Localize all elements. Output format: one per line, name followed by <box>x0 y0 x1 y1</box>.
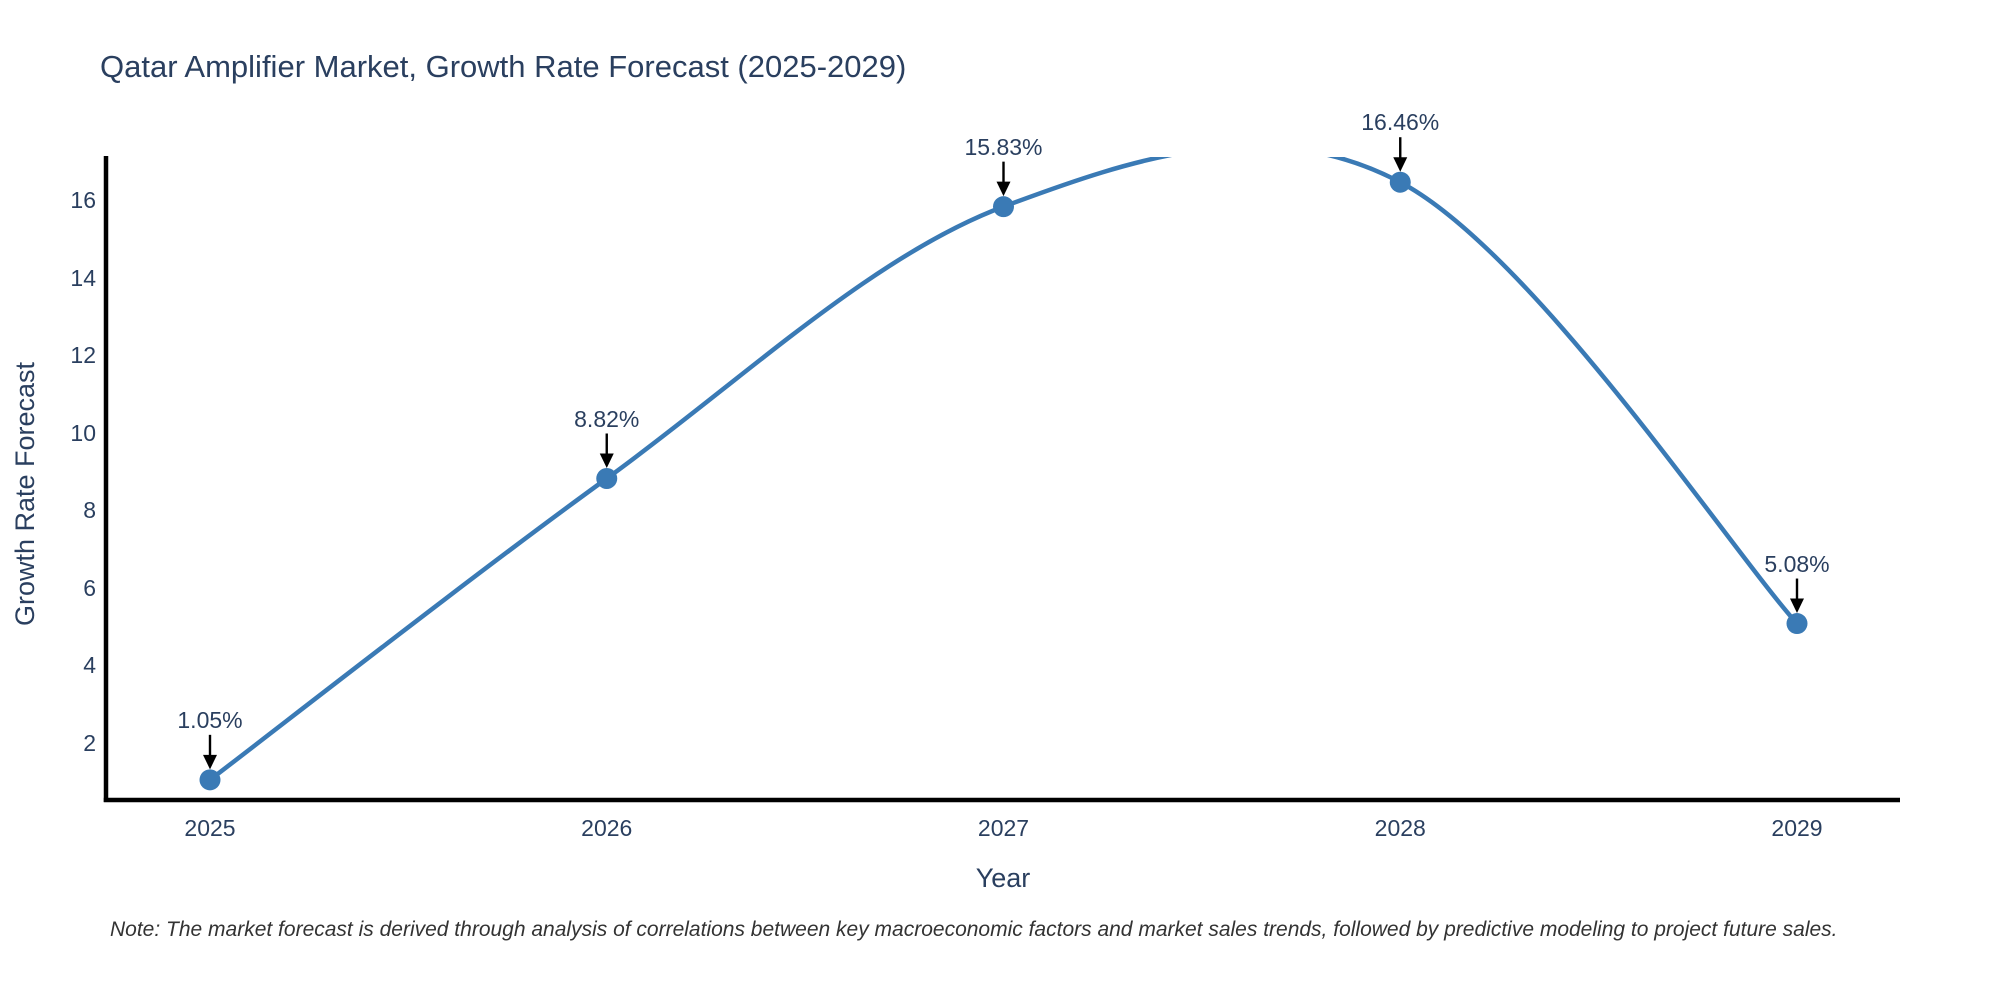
annotation-arrow-layer <box>203 137 1804 770</box>
trend-line <box>208 157 1799 782</box>
y-tick-label: 12 <box>70 342 96 369</box>
x-tick-label: 2025 <box>184 815 236 841</box>
data-point-marker <box>199 769 221 791</box>
point-annotation: 8.82% <box>574 405 640 432</box>
footnote: Note: The market forecast is derived thr… <box>110 918 1838 941</box>
y-tick-label: 8 <box>83 497 96 524</box>
marker-layer <box>199 171 1808 791</box>
annotation-arrow-head <box>203 754 217 770</box>
x-tick-label: 2026 <box>581 815 633 841</box>
y-tick-label: 2 <box>83 729 96 756</box>
annotation-arrow-head <box>599 453 614 468</box>
x-axis-title: Year <box>975 863 1031 893</box>
annotation-arrow-head <box>1393 157 1408 172</box>
data-point-marker <box>1786 613 1808 635</box>
annotation-arrow-head <box>996 181 1011 197</box>
point-annotation: 16.46% <box>1361 109 1440 136</box>
point-annotation: 15.83% <box>964 133 1043 160</box>
data-point-marker <box>1389 171 1411 193</box>
data-point-marker <box>993 196 1014 218</box>
x-tick-label: 2027 <box>977 815 1030 841</box>
series-layer <box>208 157 1799 782</box>
x-tick-label: 2029 <box>1771 815 1823 841</box>
chart-title: Qatar Amplifier Market, Growth Rate Fore… <box>100 49 907 84</box>
y-tick-label: 16 <box>70 187 96 214</box>
y-tick-label: 14 <box>70 264 96 291</box>
data-point-marker <box>596 468 618 489</box>
point-annotation: 1.05% <box>177 706 243 733</box>
y-tick-label: 4 <box>83 652 96 679</box>
point-annotation: 5.08% <box>1764 550 1830 577</box>
annotation-arrow-head <box>1790 598 1804 614</box>
y-tick-label: 6 <box>83 574 96 601</box>
x-tick-label: 2028 <box>1374 815 1426 841</box>
y-tick-label: 10 <box>70 419 96 446</box>
